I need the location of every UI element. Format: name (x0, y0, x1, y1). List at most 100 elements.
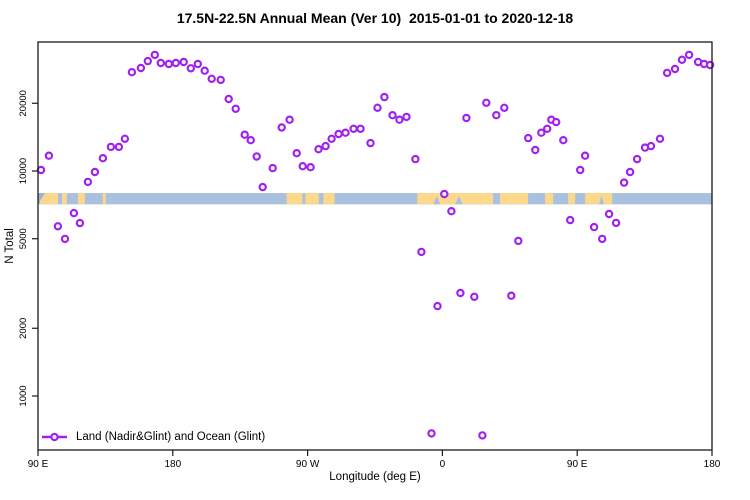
data-point (373, 103, 382, 113)
data-point (380, 92, 389, 102)
x-tick-label: 90 E (567, 459, 588, 470)
data-point (171, 58, 180, 68)
data-point (576, 165, 585, 175)
data-point (186, 64, 195, 73)
land-segment (286, 193, 303, 205)
data-point (98, 153, 108, 163)
data-point (684, 50, 694, 60)
left-coast-wedge (38, 193, 46, 205)
data-point (200, 66, 209, 75)
data-point (114, 142, 124, 152)
data-point (677, 55, 687, 65)
data-point (90, 167, 100, 177)
data-point (655, 134, 665, 143)
legend-label: Land (Nadir&Glint) and Ocean (Glint) (76, 430, 266, 443)
data-point (500, 103, 509, 113)
data-point (231, 104, 240, 114)
data-point (36, 165, 46, 175)
chart-title: 17.5N-22.5N Annual Mean (Ver 10) 2015-01… (176, 10, 574, 26)
data-point (292, 148, 301, 158)
land-segment (585, 193, 613, 205)
ocean-strip (38, 193, 712, 205)
data-point (246, 135, 255, 145)
data-point (456, 288, 465, 298)
y-axis-label: N Total (4, 228, 16, 264)
data-point (433, 301, 442, 311)
plot-border (37, 41, 713, 451)
data-point (164, 59, 173, 69)
y-tick-label: 5000 (18, 228, 29, 249)
data-point (514, 236, 523, 246)
data-point (402, 112, 411, 122)
data-point (462, 113, 471, 123)
land-segment (61, 193, 67, 205)
data-point (349, 124, 358, 134)
data-point (150, 50, 159, 60)
data-point (625, 167, 635, 177)
data-point (106, 142, 116, 152)
data-point (598, 234, 607, 244)
x-tick-label: 0 (440, 459, 446, 470)
data-point (136, 63, 146, 73)
y-tick-label: 1000 (18, 385, 29, 406)
data-point (179, 57, 188, 67)
land-segment (323, 193, 335, 205)
data-point (216, 75, 225, 85)
data-point (559, 135, 568, 145)
data-point (417, 247, 426, 257)
data-point (252, 152, 261, 161)
data-point (411, 154, 420, 164)
data-point (224, 94, 233, 104)
data-point (268, 163, 277, 173)
data-point (69, 208, 79, 218)
data-point (258, 182, 267, 192)
data-point (619, 178, 629, 187)
data-point (314, 144, 323, 154)
land-segment (500, 193, 529, 205)
land-segment (544, 193, 554, 205)
y-tick-label: 20000 (18, 90, 29, 116)
land-segment (417, 193, 494, 205)
data-point (321, 141, 330, 151)
land-segment (568, 193, 576, 205)
data-point (341, 128, 350, 137)
data-point (662, 68, 672, 78)
data-point (193, 59, 202, 69)
data-point (127, 67, 137, 77)
data-point (589, 222, 599, 232)
data-point (524, 133, 533, 143)
data-point (207, 74, 216, 84)
data-point (492, 110, 501, 120)
data-point (240, 130, 249, 139)
data-point (646, 141, 656, 151)
data-point (53, 222, 63, 231)
data-point (632, 154, 642, 164)
x-axis-label: Longitude (deg E) (329, 471, 421, 483)
data-point (388, 110, 397, 120)
data-point (83, 177, 93, 187)
data-point (356, 124, 365, 134)
land-segment (39, 193, 58, 205)
data-point (334, 129, 343, 139)
x-tick-label: 180 (704, 459, 721, 470)
x-tick-label: 90 W (296, 459, 320, 470)
data-point (120, 134, 130, 143)
data-point (277, 123, 286, 132)
ocean-notch (433, 196, 441, 205)
latitude-map-band (38, 193, 712, 205)
legend-symbol (42, 432, 67, 442)
data-point (366, 138, 375, 148)
ocean-notch (598, 196, 605, 205)
data-point (470, 292, 479, 301)
data-point (427, 429, 436, 438)
land-segment (305, 193, 319, 205)
data-point (75, 218, 85, 228)
land-segment (77, 193, 85, 205)
data-point (531, 145, 540, 155)
y-tick-label: 2000 (18, 318, 29, 339)
data-point (580, 151, 590, 160)
data-point (327, 134, 336, 143)
data-point (611, 218, 621, 228)
data-point (306, 162, 315, 172)
